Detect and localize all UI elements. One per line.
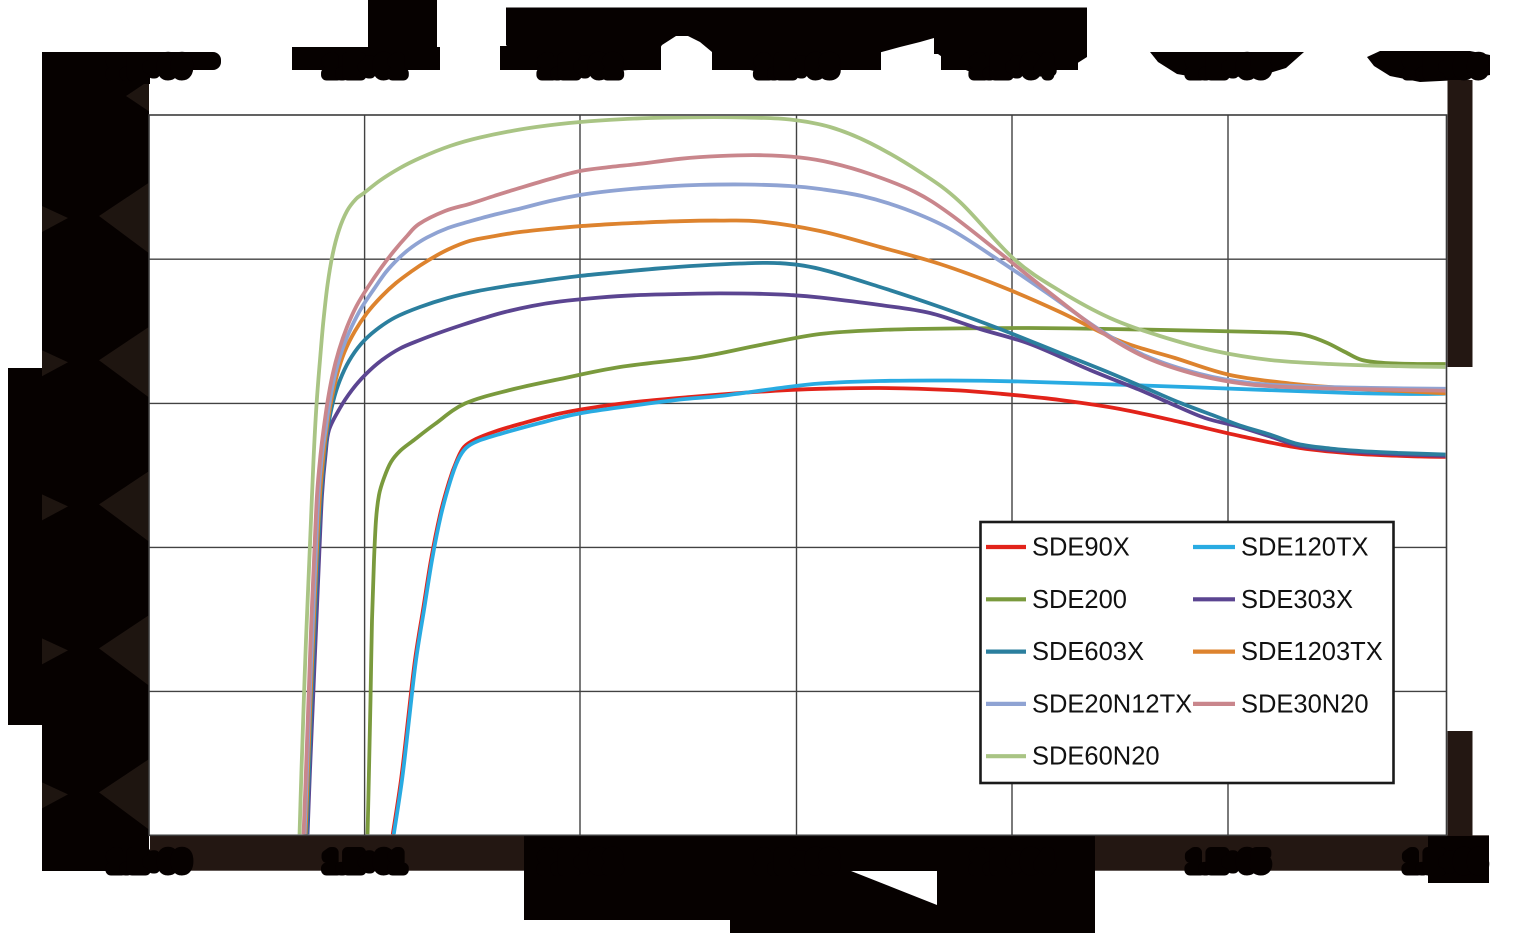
svg-text:SDE1203TX: SDE1203TX	[1241, 638, 1383, 666]
svg-text:SDE200: SDE200	[1032, 586, 1127, 614]
svg-text:1.E+00: 1.E+00	[109, 848, 189, 876]
svg-text:1.E+02: 1.E+02	[540, 53, 620, 81]
svg-text:1.E+06: 1.E+06	[1405, 848, 1485, 876]
svg-text:1.E+00: 1.E+00	[109, 53, 189, 81]
svg-text:1.E+02: 1.E+02	[540, 848, 620, 876]
svg-text:1.E+04: 1.E+04	[972, 53, 1052, 81]
svg-text:1.E+03: 1.E+03	[757, 53, 837, 81]
svg-text:SDE603X: SDE603X	[1032, 638, 1144, 666]
svg-text:SDE120TX: SDE120TX	[1241, 534, 1369, 562]
svg-text:1.E+06: 1.E+06	[1405, 53, 1485, 81]
svg-text:SDE60N20: SDE60N20	[1032, 743, 1160, 771]
svg-text:SDE20N12TX: SDE20N12TX	[1032, 690, 1192, 718]
svg-text:1.E+01: 1.E+01	[325, 848, 405, 876]
svg-text:SDE303X: SDE303X	[1241, 586, 1353, 614]
svg-text:1.E+01: 1.E+01	[325, 53, 405, 81]
svg-text:1.E+05: 1.E+05	[1188, 848, 1268, 876]
svg-text:1.E+04: 1.E+04	[972, 848, 1052, 876]
svg-text:1.E+03: 1.E+03	[757, 848, 837, 876]
svg-text:SDE30N20: SDE30N20	[1241, 690, 1369, 718]
svg-text:1.E+05: 1.E+05	[1188, 53, 1268, 81]
svg-text:SDE90X: SDE90X	[1032, 534, 1130, 562]
